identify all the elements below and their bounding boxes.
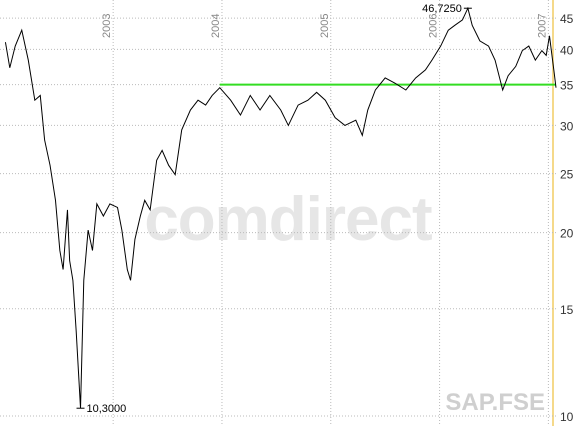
- x-tick-label: 2003: [101, 14, 113, 38]
- annotation-label: 46,7250: [422, 3, 462, 15]
- y-tick-label: 20: [560, 227, 574, 241]
- y-tick-label: 35: [560, 79, 574, 93]
- y-tick-label: 25: [560, 168, 574, 182]
- x-tick-label: 2005: [319, 14, 331, 38]
- x-tick-label: 2004: [210, 14, 222, 38]
- symbol: SAP.FSE: [445, 389, 545, 416]
- y-tick-label: 45: [560, 12, 574, 26]
- x-tick-label: 2006: [428, 14, 440, 38]
- y-tick-label: 40: [560, 43, 574, 57]
- y-tick-label: 15: [560, 303, 574, 317]
- y-tick-label: 30: [560, 119, 574, 133]
- x-tick-label: 2007: [536, 14, 548, 38]
- y-tick-label: 10: [560, 410, 574, 424]
- annotation-label: 10,3000: [87, 403, 127, 415]
- price-line: [4, 6, 557, 409]
- watermark: comdirect: [144, 185, 432, 254]
